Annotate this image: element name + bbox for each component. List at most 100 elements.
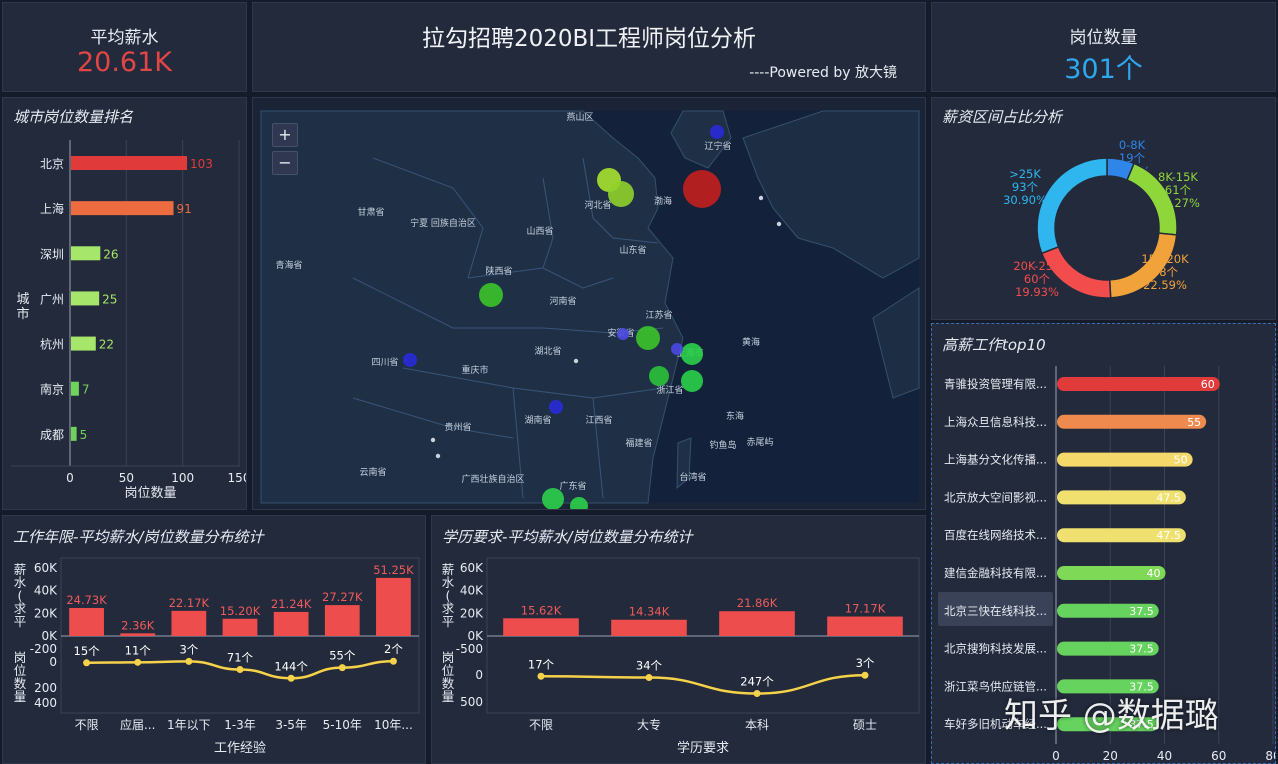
province-border	[467, 267, 614, 289]
x-tick-label: 150	[228, 471, 247, 485]
salary-label: 27.27K	[322, 590, 363, 604]
slice-label: 0-8K	[1119, 138, 1146, 152]
category-label: 上海	[40, 201, 64, 216]
salary-pie-title: 薪资区间占比分析	[942, 108, 1063, 126]
map-label: 台湾省	[679, 471, 706, 483]
top10-title: 高薪工作top10	[942, 336, 1046, 354]
slice-label: >25K	[1009, 167, 1041, 181]
count-point	[645, 674, 653, 682]
watermark: 知乎 @数据璐	[1004, 696, 1219, 736]
education-title: 学历要求-平均薪水/岗位数量分布统计	[442, 528, 693, 546]
count-point	[134, 658, 142, 666]
y1-axis-label: (	[446, 588, 451, 603]
map-label: 赤尾屿	[746, 437, 773, 448]
title-panel: 拉勾招聘2020BI工程师岗位分析 ----Powered by 放大镜	[252, 2, 926, 92]
map-city-dot	[776, 221, 782, 227]
value-label: 47.5	[1156, 491, 1181, 504]
bubble-hunan	[549, 400, 563, 414]
count-point	[83, 659, 91, 667]
value-label: 37.5	[1129, 643, 1154, 656]
map-label: 辽宁省	[704, 140, 731, 152]
y1-tick-label: 0K	[41, 629, 58, 643]
count-point	[185, 657, 193, 665]
map-city-dot	[430, 437, 436, 443]
slice-count: 93个	[1012, 180, 1039, 194]
y2-axis-label: 岗	[14, 650, 27, 665]
job-count-label: 岗位数量	[1069, 28, 1138, 48]
x-tick-label: 40	[1157, 749, 1172, 763]
bubble-guangzhou	[542, 488, 564, 509]
value-label: 37.5	[1129, 605, 1154, 618]
y2-axis-label: 量	[14, 689, 27, 704]
top10-bar	[1057, 377, 1220, 391]
zoom-in-button[interactable]: +	[272, 123, 298, 147]
salary-bar	[827, 616, 903, 636]
province-border	[592, 397, 604, 499]
bubble-shenzhen	[570, 497, 588, 509]
map-label: 甘肃省	[357, 206, 384, 218]
count-label: 55个	[329, 649, 356, 663]
y1-tick-label: 20K	[460, 606, 484, 620]
top10-bar	[1057, 490, 1186, 505]
slice-count: 68个	[1152, 265, 1179, 279]
map-label: 江苏省	[645, 309, 672, 321]
company-label: 车好多旧机动车经...	[944, 717, 1047, 731]
slice-count: 19个	[1119, 151, 1146, 165]
company-label: 北京放大空间影视...	[944, 490, 1047, 504]
top10-bar	[1057, 414, 1207, 429]
value-label: 7	[82, 383, 90, 397]
value-label: 5	[80, 428, 88, 442]
y2-tick-label: -500	[456, 642, 483, 656]
count-label: 34个	[636, 659, 663, 673]
slice-count: 60个	[1024, 272, 1051, 286]
city-rank-panel: 城市岗位数量排名 0 50 100 150 北京 103 上海 91 深圳 26 广州 25 杭州 22 南…	[2, 97, 247, 510]
count-label: 144个	[274, 659, 308, 673]
x-tick-label: 0	[66, 471, 74, 485]
slice-pct: 19.93%	[1015, 285, 1059, 299]
company-label: 百度在线网络技术...	[944, 528, 1047, 542]
job-count-value: 301个	[1064, 54, 1143, 85]
salary-label: 2.36K	[121, 618, 155, 632]
page-title: 拉勾招聘2020BI工程师岗位分析	[421, 26, 757, 52]
bubble-suzhou	[671, 343, 683, 355]
map-label: 湖南省	[524, 414, 551, 426]
map-label: 燕山区	[566, 111, 593, 123]
salary-label: 24.73K	[66, 593, 107, 607]
province-border	[582, 157, 659, 244]
map-label: 青海省	[275, 259, 302, 271]
value-label: 103	[190, 157, 213, 171]
y1-tick-label: 0K	[467, 629, 484, 643]
map-label: 广东省	[559, 480, 586, 492]
x-axis-label: 学历要求	[677, 740, 729, 756]
category-label: 杭州	[40, 337, 64, 352]
top10-panel: 高薪工作top10 0 20 40 60 80 青骓投资管理有限... 60 上海众旦信息科技…	[931, 323, 1276, 764]
bubble-sichuan	[403, 353, 417, 367]
y1-axis-label: 水	[442, 575, 455, 590]
hover-highlight	[938, 592, 1053, 626]
value-label: 55	[1187, 416, 1201, 429]
map-label: 山西省	[526, 225, 553, 237]
bar-成都	[71, 426, 77, 441]
x-tick-label: 100	[171, 471, 194, 485]
x-axis-label: 工作经验	[214, 740, 266, 756]
y2-tick-label: 0	[49, 655, 57, 669]
x-tick-label: 10年...	[374, 718, 413, 732]
zoom-out-button[interactable]: −	[272, 151, 298, 175]
count-label: 11个	[125, 643, 152, 657]
province-border	[453, 327, 664, 334]
map-label: 江西省	[585, 414, 612, 426]
map-label: 云南省	[359, 466, 386, 478]
top10-bar	[1057, 603, 1159, 618]
avg-salary-value: 20.61K	[76, 47, 172, 78]
value-label: 25	[102, 292, 117, 306]
job-count-panel: 岗位数量 301个	[931, 2, 1276, 92]
y1-axis-label: 薪	[442, 562, 455, 577]
bubble-hefei	[617, 328, 629, 340]
count-label: 3个	[179, 642, 198, 656]
company-label: 北京搜狗科技发展...	[944, 642, 1047, 656]
taiwan-landmass	[676, 437, 692, 490]
count-point	[389, 657, 397, 665]
slice->25K	[1036, 157, 1108, 255]
